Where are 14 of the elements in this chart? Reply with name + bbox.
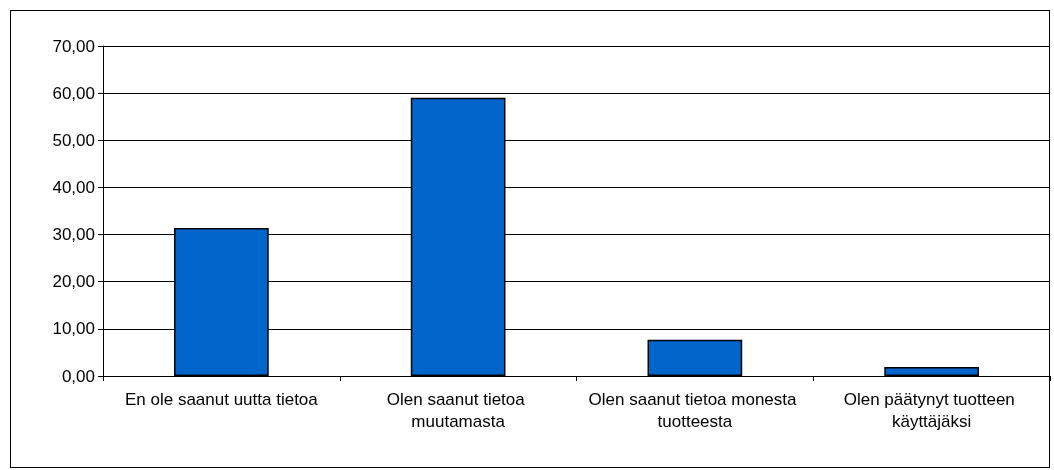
- bar: [884, 367, 979, 376]
- y-tick-label: 40,00: [52, 177, 95, 197]
- y-tick-label: 60,00: [52, 83, 95, 103]
- y-tick-label: 70,00: [52, 36, 95, 56]
- x-tick-label: En ole saanut uutta tietoa: [124, 389, 319, 409]
- y-tick-label: 30,00: [52, 225, 95, 245]
- x-tick-label: Olen saanut tietoa muutamasta: [386, 389, 530, 431]
- y-tick-label: 10,00: [52, 319, 95, 339]
- x-tick-label: Olen saanut tietoa monesta tuotteesta: [588, 389, 802, 431]
- y-tick-label: 20,00: [52, 272, 95, 292]
- bar: [647, 339, 743, 376]
- y-tick-label: 50,00: [52, 130, 95, 150]
- x-tick-label: Olen päätynyt tuotteen käyttäjäksi: [843, 389, 1020, 431]
- y-tick-label: 0,00: [61, 366, 95, 386]
